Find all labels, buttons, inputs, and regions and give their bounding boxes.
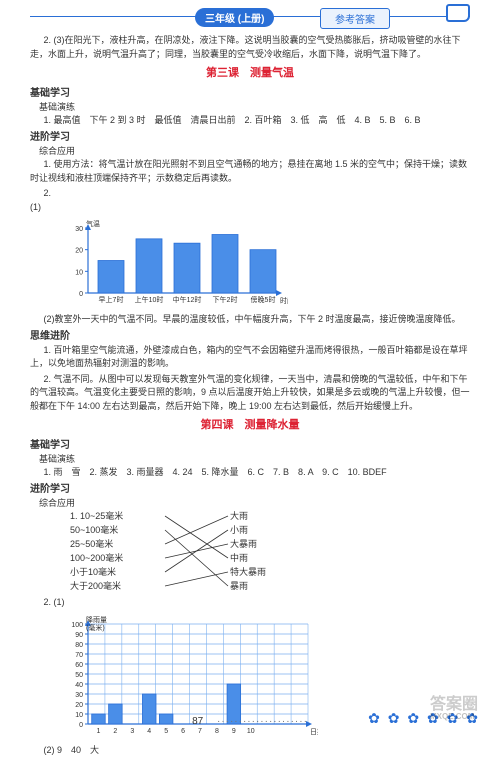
page-header: 三年级 (上册) 参考答案 bbox=[0, 0, 500, 30]
svg-text:9: 9 bbox=[232, 728, 236, 735]
lesson3-title: 第三课 测量气温 bbox=[30, 65, 470, 82]
svg-text:2: 2 bbox=[113, 728, 117, 735]
svg-text:40: 40 bbox=[75, 682, 83, 689]
adv-label: 进阶学习 bbox=[30, 130, 470, 145]
drill-label: 基础演练 bbox=[30, 101, 470, 115]
think-label: 思维进阶 bbox=[30, 329, 470, 344]
comp-label-4: 综合应用 bbox=[30, 497, 470, 511]
answer-pill: 参考答案 bbox=[320, 8, 390, 29]
svg-text:3: 3 bbox=[130, 728, 134, 735]
page-number: 87 bbox=[192, 716, 203, 727]
svg-text:7: 7 bbox=[198, 728, 202, 735]
svg-text:上午10时: 上午10时 bbox=[135, 295, 164, 304]
matching-exercise: 1. 10~25毫米50~100毫米25~50毫米100~200毫米小于10毫米… bbox=[70, 510, 330, 594]
lesson3-p1: 1. 使用方法：将气温计放在阳光照射不到且空气通畅的地方；悬挂在离地 1.5 米… bbox=[30, 158, 470, 185]
svg-text:80: 80 bbox=[75, 642, 83, 649]
match-right-item: 大暴雨 bbox=[230, 538, 257, 552]
basic-label-4: 基础学习 bbox=[30, 438, 470, 453]
book-icon bbox=[446, 4, 470, 22]
basic-label: 基础学习 bbox=[30, 86, 470, 101]
svg-text:8: 8 bbox=[215, 728, 219, 735]
chart1-prefix: 2. (1) bbox=[30, 187, 58, 214]
svg-text:90: 90 bbox=[75, 632, 83, 639]
svg-text:20: 20 bbox=[75, 248, 83, 255]
svg-text:10: 10 bbox=[75, 269, 83, 276]
svg-text:日期: 日期 bbox=[310, 728, 318, 736]
match-right-item: 暴雨 bbox=[230, 580, 248, 594]
match-left-item: 1. 10~25毫米 bbox=[70, 510, 123, 524]
page-content: 2. (3)在阳光下，液柱升高，在阴凉处，液注下降。这说明当胶囊的空气受热膨胀后… bbox=[0, 30, 500, 757]
match-left-item: 50~100毫米 bbox=[70, 524, 118, 538]
chart1-wrap: 0 10 20 30气温时间 早上7时 上午10时中午12时 下午2时 傍晚5时 bbox=[58, 216, 470, 311]
watermark: 答案圈 MXQE.COM bbox=[430, 697, 478, 721]
match-left-item: 小于10毫米 bbox=[70, 566, 116, 580]
footer-dots: ····················· bbox=[206, 716, 308, 727]
chart2-prefix: 2. (1) bbox=[30, 596, 65, 610]
adv-label-4: 进阶学习 bbox=[30, 482, 470, 497]
after2-text: (2) 9 40 大 bbox=[30, 744, 470, 757]
lesson3-t2: 2. 气温不同。从图中可以发现每天教室外气温的变化规律，一天当中，清晨和傍晚的气… bbox=[30, 373, 470, 414]
match-right-item: 中雨 bbox=[230, 552, 248, 566]
svg-text:气温: 气温 bbox=[86, 219, 100, 228]
svg-text:6: 6 bbox=[181, 728, 185, 735]
intro-text: 2. (3)在阳光下，液柱升高，在阴凉处，液注下降。这说明当胶囊的空气受热膨胀后… bbox=[30, 34, 470, 61]
svg-text:1: 1 bbox=[97, 728, 101, 735]
svg-text:70: 70 bbox=[75, 652, 83, 659]
svg-text:10: 10 bbox=[247, 728, 255, 735]
drill-label-4: 基础演练 bbox=[30, 453, 470, 467]
temperature-chart: 0 10 20 30气温时间 早上7时 上午10时中午12时 下午2时 傍晚5时 bbox=[58, 216, 288, 311]
svg-text:(毫米): (毫米) bbox=[86, 623, 105, 632]
lesson4-basic-answers: 1. 雨 雪 2. 蒸发 3. 雨量器 4. 24 5. 降水量 6. C 7.… bbox=[30, 466, 470, 480]
svg-text:时间: 时间 bbox=[280, 296, 288, 305]
match-right-item: 大雨 bbox=[230, 510, 248, 524]
match-left-item: 25~50毫米 bbox=[70, 538, 113, 552]
svg-text:100: 100 bbox=[71, 622, 83, 629]
svg-text:50: 50 bbox=[75, 672, 83, 679]
match-left-item: 大于200毫米 bbox=[70, 580, 121, 594]
comp-label: 综合应用 bbox=[30, 145, 470, 159]
lesson4-title: 第四课 测量降水量 bbox=[30, 417, 470, 434]
match-right-item: 特大暴雨 bbox=[230, 566, 266, 580]
lesson3-basic-answers: 1. 最高值 下午 2 到 3 时 最低值 清晨日出前 2. 百叶箱 3. 低 … bbox=[30, 114, 470, 128]
grade-pill: 三年级 (上册) bbox=[195, 8, 274, 27]
svg-text:20: 20 bbox=[75, 702, 83, 709]
svg-text:中午12时: 中午12时 bbox=[173, 295, 202, 304]
svg-text:傍晚5时: 傍晚5时 bbox=[251, 295, 276, 304]
svg-text:降雨量: 降雨量 bbox=[86, 615, 107, 624]
svg-text:30: 30 bbox=[75, 226, 83, 233]
svg-text:30: 30 bbox=[75, 692, 83, 699]
svg-text:0: 0 bbox=[79, 291, 83, 298]
svg-text:下午2时: 下午2时 bbox=[213, 295, 238, 304]
svg-text:60: 60 bbox=[75, 662, 83, 669]
lesson3-t1: 1. 百叶箱里空气能流通，外壁漆成白色，箱内的空气不会因箱壁升温而烤得很热，一般… bbox=[30, 344, 470, 371]
svg-text:早上7时: 早上7时 bbox=[99, 295, 124, 304]
lesson3-p2: (2)教室外一天中的气温不同。早晨的温度较低，中午幅度升高，下午 2 时温度最高… bbox=[30, 313, 470, 327]
match-right-item: 小雨 bbox=[230, 524, 248, 538]
svg-text:4: 4 bbox=[147, 728, 151, 735]
match-left-item: 100~200毫米 bbox=[70, 552, 123, 566]
svg-text:5: 5 bbox=[164, 728, 168, 735]
